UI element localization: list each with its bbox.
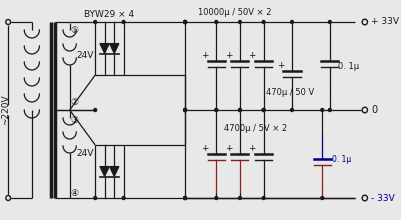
Text: 24V: 24V bbox=[76, 148, 93, 158]
Text: +: + bbox=[277, 61, 284, 70]
Text: 0. 1μ: 0. 1μ bbox=[338, 62, 359, 70]
Circle shape bbox=[239, 196, 241, 200]
Circle shape bbox=[122, 196, 125, 200]
Circle shape bbox=[184, 108, 186, 112]
Text: +: + bbox=[201, 51, 209, 59]
Circle shape bbox=[6, 196, 10, 200]
Circle shape bbox=[184, 20, 186, 24]
Polygon shape bbox=[100, 167, 109, 176]
Text: +: + bbox=[225, 143, 232, 152]
Circle shape bbox=[328, 20, 331, 24]
Text: 4700μ / 5V × 2: 4700μ / 5V × 2 bbox=[225, 123, 288, 132]
Circle shape bbox=[362, 195, 367, 201]
Text: ②: ② bbox=[70, 97, 79, 106]
Circle shape bbox=[215, 20, 218, 24]
Circle shape bbox=[291, 20, 294, 24]
Polygon shape bbox=[109, 44, 119, 53]
Circle shape bbox=[184, 108, 186, 112]
Text: 10000μ / 50V × 2: 10000μ / 50V × 2 bbox=[198, 7, 272, 16]
Circle shape bbox=[94, 196, 97, 200]
Text: 0: 0 bbox=[371, 105, 378, 115]
Text: 0. 1μ: 0. 1μ bbox=[332, 154, 351, 163]
Circle shape bbox=[328, 108, 331, 112]
Text: +: + bbox=[201, 143, 209, 152]
Text: +: + bbox=[249, 51, 256, 59]
Circle shape bbox=[239, 108, 241, 112]
Circle shape bbox=[321, 196, 324, 200]
Text: 470μ / 50 V: 470μ / 50 V bbox=[265, 88, 314, 97]
Circle shape bbox=[215, 196, 218, 200]
Circle shape bbox=[184, 196, 186, 200]
Text: ①: ① bbox=[70, 26, 79, 35]
Circle shape bbox=[184, 108, 186, 112]
Circle shape bbox=[362, 107, 367, 113]
Circle shape bbox=[262, 196, 265, 200]
Circle shape bbox=[239, 108, 241, 112]
Circle shape bbox=[215, 108, 218, 112]
Circle shape bbox=[184, 20, 186, 24]
Circle shape bbox=[362, 19, 367, 25]
Circle shape bbox=[321, 108, 324, 112]
Text: ③: ③ bbox=[70, 116, 79, 125]
Polygon shape bbox=[109, 167, 119, 176]
Circle shape bbox=[239, 20, 241, 24]
Text: ~220V: ~220V bbox=[1, 95, 10, 125]
Text: + 33V: + 33V bbox=[371, 16, 399, 26]
Circle shape bbox=[262, 20, 265, 24]
Text: 24V: 24V bbox=[76, 51, 93, 59]
Text: - 33V: - 33V bbox=[371, 194, 395, 202]
Circle shape bbox=[215, 108, 218, 112]
Circle shape bbox=[262, 108, 265, 112]
Text: ④: ④ bbox=[70, 189, 79, 198]
Circle shape bbox=[291, 108, 294, 112]
Circle shape bbox=[184, 196, 186, 200]
Text: +: + bbox=[225, 51, 232, 59]
Circle shape bbox=[184, 20, 186, 24]
Circle shape bbox=[94, 20, 97, 24]
Circle shape bbox=[6, 20, 10, 24]
Circle shape bbox=[122, 20, 125, 24]
Polygon shape bbox=[100, 44, 109, 53]
Text: +: + bbox=[249, 143, 256, 152]
Circle shape bbox=[94, 108, 97, 112]
Circle shape bbox=[184, 196, 186, 200]
Text: BYW29 × 4: BYW29 × 4 bbox=[84, 9, 134, 18]
Circle shape bbox=[262, 108, 265, 112]
